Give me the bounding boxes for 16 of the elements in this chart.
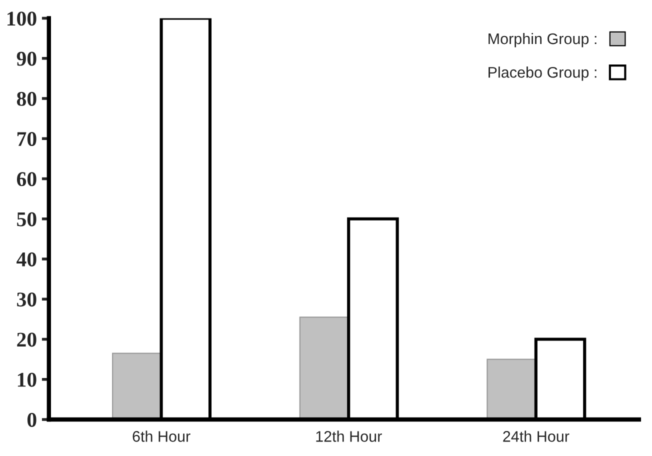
y-tick-label: 0 [27, 412, 36, 427]
y-tick-label: 30 [17, 292, 36, 307]
y-tick-label: 80 [16, 92, 36, 106]
y-tick-label: 70 [17, 132, 36, 146]
x-tick-label: 24th Hour [503, 430, 570, 442]
y-tick-label: 10 [18, 372, 36, 387]
y-tick-label: 20 [17, 332, 36, 347]
x-tick-label: 6th Hour [132, 430, 190, 442]
legend-label: Placebo Group : [488, 66, 596, 81]
y-tick-label: 40 [16, 252, 36, 266]
x-tick-label: 12th Hour [316, 430, 382, 442]
y-tick-label: 50 [17, 212, 36, 226]
legend-label: Morphin Group : [488, 32, 596, 48]
y-tick-label: 90 [16, 52, 36, 66]
y-tick-label: 60 [16, 172, 36, 186]
y-tick-label: 100 [8, 12, 36, 26]
